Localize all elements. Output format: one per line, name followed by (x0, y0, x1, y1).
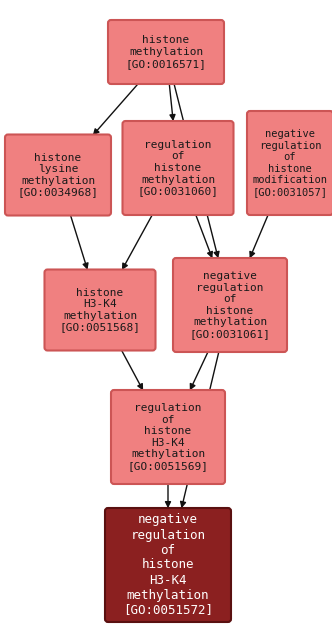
FancyBboxPatch shape (123, 121, 233, 215)
FancyBboxPatch shape (108, 20, 224, 84)
Text: negative
regulation
of
histone
methylation
[GO:0031061]: negative regulation of histone methylati… (190, 271, 271, 339)
FancyBboxPatch shape (247, 111, 332, 215)
FancyBboxPatch shape (5, 134, 111, 216)
Text: regulation
of
histone
methylation
[GO:0031060]: regulation of histone methylation [GO:00… (137, 140, 218, 196)
FancyBboxPatch shape (105, 508, 231, 622)
Text: negative
regulation
of
histone
modification
[GO:0031057]: negative regulation of histone modificat… (253, 129, 327, 197)
Text: histone
lysine
methylation
[GO:0034968]: histone lysine methylation [GO:0034968] (18, 153, 99, 197)
FancyBboxPatch shape (111, 390, 225, 484)
Text: histone
H3-K4
methylation
[GO:0051568]: histone H3-K4 methylation [GO:0051568] (59, 288, 140, 332)
Text: regulation
of
histone
H3-K4
methylation
[GO:0051569]: regulation of histone H3-K4 methylation … (127, 403, 208, 471)
FancyBboxPatch shape (44, 269, 155, 351)
FancyBboxPatch shape (173, 258, 287, 352)
Text: negative
regulation
of
histone
H3-K4
methylation
[GO:0051572]: negative regulation of histone H3-K4 met… (123, 514, 213, 616)
Text: histone
methylation
[GO:0016571]: histone methylation [GO:0016571] (125, 36, 207, 68)
